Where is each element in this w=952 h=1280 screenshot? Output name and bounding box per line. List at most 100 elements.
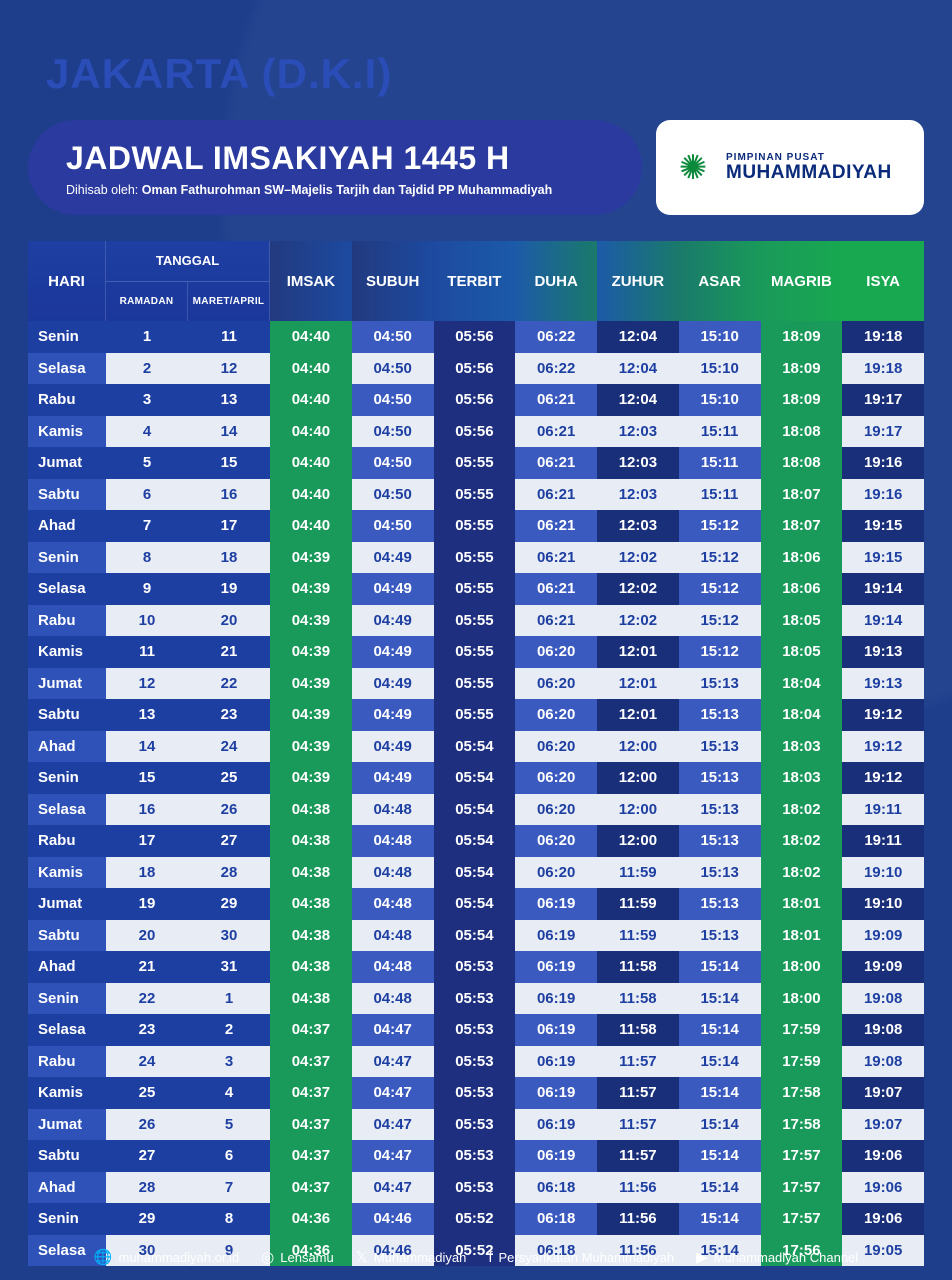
title-row: JADWAL IMSAKIYAH 1445 H Dihisab oleh: Om… (28, 120, 924, 215)
cell-terbit: 05:53 (434, 1140, 516, 1172)
cell-magrib: 18:00 (761, 983, 843, 1015)
header-col-isya: ISYA (842, 241, 924, 321)
cell-imsak: 04:38 (270, 983, 352, 1015)
cell-imsak: 04:37 (270, 1140, 352, 1172)
cell-magrib: 18:01 (761, 920, 843, 952)
table-row: Rabu102004:3904:4905:5506:2112:0215:1218… (28, 605, 924, 637)
cell-hari: Selasa (28, 1014, 106, 1046)
cell-maret-april: 16 (188, 479, 270, 511)
cell-maret-april: 30 (188, 920, 270, 952)
cell-zuhur: 12:04 (597, 321, 679, 353)
table-row: Ahad71704:4004:5005:5506:2112:0315:1218:… (28, 510, 924, 542)
cell-duha: 06:20 (515, 857, 597, 889)
cell-zuhur: 12:02 (597, 605, 679, 637)
cell-zuhur: 12:01 (597, 668, 679, 700)
cell-duha: 06:19 (515, 1014, 597, 1046)
cell-zuhur: 11:56 (597, 1203, 679, 1235)
cell-isya: 19:13 (842, 636, 924, 668)
cell-zuhur: 11:58 (597, 951, 679, 983)
cell-duha: 06:19 (515, 1109, 597, 1141)
cell-zuhur: 12:00 (597, 825, 679, 857)
cell-asar: 15:13 (679, 731, 761, 763)
cell-terbit: 05:54 (434, 920, 516, 952)
cell-maret-april: 2 (188, 1014, 270, 1046)
cell-hari: Selasa (28, 794, 106, 826)
cell-isya: 19:12 (842, 731, 924, 763)
cell-asar: 15:13 (679, 825, 761, 857)
cell-zuhur: 12:03 (597, 479, 679, 511)
cell-ramadan: 25 (106, 1077, 188, 1109)
cell-duha: 06:20 (515, 762, 597, 794)
footer-item: ▶Muhammadiyah Channel (696, 1248, 858, 1266)
cell-isya: 19:06 (842, 1172, 924, 1204)
header-ramadan: RAMADAN (106, 282, 188, 322)
table-row: Senin29804:3604:4605:5206:1811:5615:1417… (28, 1203, 924, 1235)
cell-duha: 06:19 (515, 1077, 597, 1109)
cell-subuh: 04:50 (352, 447, 434, 479)
table-row: Sabtu61604:4004:5005:5506:2112:0315:1118… (28, 479, 924, 511)
table-row: Rabu31304:4004:5005:5606:2112:0415:1018:… (28, 384, 924, 416)
cell-hari: Sabtu (28, 699, 106, 731)
cell-hari: Senin (28, 983, 106, 1015)
cell-ramadan: 6 (106, 479, 188, 511)
cell-magrib: 18:07 (761, 479, 843, 511)
cell-hari: Jumat (28, 447, 106, 479)
cell-zuhur: 11:57 (597, 1046, 679, 1078)
cell-zuhur: 12:03 (597, 447, 679, 479)
cell-imsak: 04:40 (270, 447, 352, 479)
cell-magrib: 18:02 (761, 794, 843, 826)
cell-asar: 15:13 (679, 762, 761, 794)
footer-text: Persyarikatan Muhammadiyah (499, 1250, 675, 1265)
cell-imsak: 04:39 (270, 636, 352, 668)
cell-isya: 19:11 (842, 825, 924, 857)
cell-maret-april: 23 (188, 699, 270, 731)
table-row: Selasa23204:3704:4705:5306:1911:5815:141… (28, 1014, 924, 1046)
cell-terbit: 05:54 (434, 731, 516, 763)
cell-terbit: 05:55 (434, 605, 516, 637)
cell-hari: Senin (28, 542, 106, 574)
cell-ramadan: 21 (106, 951, 188, 983)
cell-magrib: 18:03 (761, 731, 843, 763)
cell-asar: 15:10 (679, 321, 761, 353)
cell-hari: Jumat (28, 668, 106, 700)
cell-isya: 19:13 (842, 668, 924, 700)
cell-ramadan: 19 (106, 888, 188, 920)
cell-asar: 15:12 (679, 542, 761, 574)
cell-asar: 15:13 (679, 699, 761, 731)
cell-magrib: 18:09 (761, 353, 843, 385)
cell-asar: 15:11 (679, 416, 761, 448)
cell-ramadan: 12 (106, 668, 188, 700)
table-row: Kamis41404:4004:5005:5606:2112:0315:1118… (28, 416, 924, 448)
cell-terbit: 05:53 (434, 1046, 516, 1078)
cell-magrib: 17:58 (761, 1109, 843, 1141)
cell-maret-april: 25 (188, 762, 270, 794)
cell-zuhur: 11:59 (597, 888, 679, 920)
cell-magrib: 17:59 (761, 1046, 843, 1078)
header-tanggal-label: TANGGAL (106, 241, 269, 282)
cell-ramadan: 22 (106, 983, 188, 1015)
cell-isya: 19:10 (842, 857, 924, 889)
cell-magrib: 17:59 (761, 1014, 843, 1046)
cell-isya: 19:16 (842, 479, 924, 511)
cell-hari: Rabu (28, 605, 106, 637)
subtitle-bold: Oman Fathurohman SW–Majelis Tarjih dan T… (142, 183, 553, 197)
table-row: Kamis112104:3904:4905:5506:2012:0115:121… (28, 636, 924, 668)
cell-duha: 06:21 (515, 447, 597, 479)
cell-imsak: 04:38 (270, 951, 352, 983)
cell-duha: 06:20 (515, 636, 597, 668)
cell-subuh: 04:50 (352, 416, 434, 448)
cell-asar: 15:14 (679, 951, 761, 983)
cell-terbit: 05:55 (434, 636, 516, 668)
cell-hari: Selasa (28, 573, 106, 605)
cell-subuh: 04:49 (352, 542, 434, 574)
cell-maret-april: 14 (188, 416, 270, 448)
cell-isya: 19:12 (842, 762, 924, 794)
cell-duha: 06:21 (515, 479, 597, 511)
cell-terbit: 05:55 (434, 668, 516, 700)
header-hari: HARI (28, 241, 106, 321)
table-row: Senin81804:3904:4905:5506:2112:0215:1218… (28, 542, 924, 574)
cell-asar: 15:13 (679, 920, 761, 952)
table-row: Kamis25404:3704:4705:5306:1911:5715:1417… (28, 1077, 924, 1109)
header-col-imsak: IMSAK (270, 241, 352, 321)
cell-asar: 15:10 (679, 353, 761, 385)
